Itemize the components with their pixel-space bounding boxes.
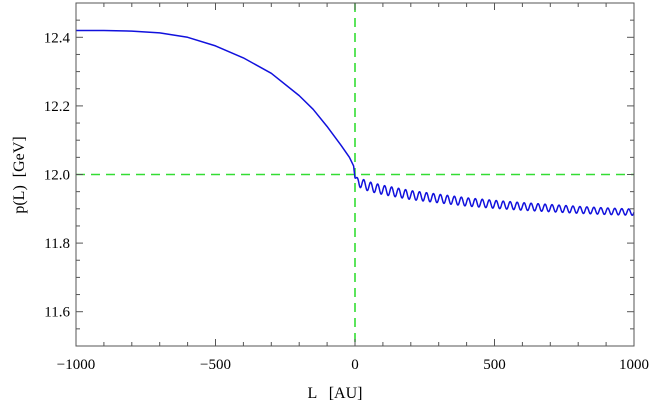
y-tick-label: 11.6: [44, 305, 70, 321]
y-tick-label: 12.4: [44, 30, 71, 46]
x-tick-label: 0: [351, 357, 359, 373]
y-tick-label: 12.2: [44, 99, 70, 115]
y-tick-label: 12.0: [44, 168, 70, 184]
x-tick-label: −500: [200, 357, 231, 373]
series-line-0: [76, 29, 635, 217]
ticks: [75, 2, 635, 347]
x-axis-title: L [AU]: [308, 385, 363, 402]
y-axis-title: p(L) [GeV]: [11, 136, 28, 213]
x-tick-label: −1000: [57, 357, 95, 373]
x-tick-label: 1000: [619, 357, 649, 373]
y-tick-label: 11.8: [44, 236, 70, 252]
x-tick-label: 500: [483, 357, 506, 373]
series-layer: [76, 29, 635, 217]
tick-labels: −1000 −500 0 500 1000 11.6 11.8 12.0 12.2 12.4: [44, 30, 649, 373]
